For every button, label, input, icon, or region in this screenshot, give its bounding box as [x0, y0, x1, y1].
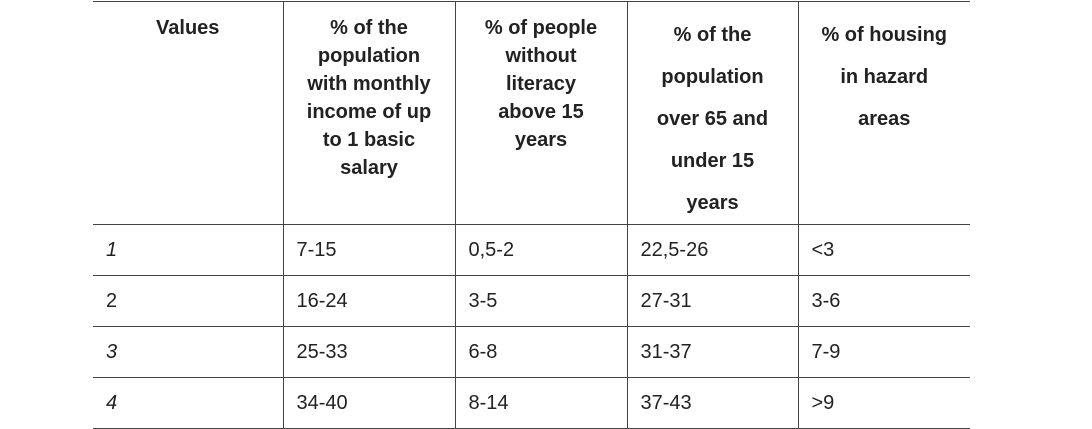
- table-cell: 31-37: [626, 326, 798, 378]
- header-line: % of the: [673, 24, 752, 46]
- table-row: 3 25-33 6-8 31-37 7-9: [93, 326, 970, 378]
- header-line: salary: [340, 157, 398, 179]
- header-line: under 15: [670, 150, 755, 172]
- table-cell: 3-5: [454, 275, 627, 327]
- header-cell: % of people without literacy above 15 years: [454, 1, 627, 225]
- header-line: population: [661, 66, 764, 88]
- header-line: to 1 basic: [322, 129, 416, 151]
- header-cell: Values: [93, 1, 283, 225]
- table-row: 2 16-24 3-5 27-31 3-6: [93, 275, 970, 327]
- header-line: population: [317, 45, 421, 67]
- table-cell: 8-14: [454, 377, 627, 429]
- row-label: 1: [93, 224, 283, 276]
- table-cell: >9: [797, 377, 970, 429]
- table-cell: 0,5-2: [454, 224, 627, 276]
- header-line: with monthly: [307, 73, 431, 95]
- header-line: % of people: [484, 17, 598, 39]
- header-line: above 15: [498, 101, 584, 123]
- header-line: over 65 and: [656, 108, 769, 130]
- row-label: 4: [93, 377, 283, 429]
- table-cell: 25-33: [282, 326, 455, 378]
- row-label: 3: [93, 326, 283, 378]
- header-cell: % of the population with monthly income of …: [282, 1, 455, 225]
- header-line: areas: [858, 108, 911, 130]
- table-row: 1 7-15 0,5-2 22,5-26 <3: [93, 224, 970, 276]
- table-cell: 6-8: [454, 326, 627, 378]
- header-line: literacy: [505, 73, 577, 95]
- table-cell: 27-31: [626, 275, 798, 327]
- table-cell: 34-40: [282, 377, 455, 429]
- header-line: % of the: [330, 17, 408, 39]
- header-line: income of up: [306, 101, 432, 123]
- header-line: without: [505, 45, 577, 67]
- table-row: 4 34-40 8-14 37-43 >9: [93, 377, 970, 429]
- header-line: % of housing: [821, 24, 948, 46]
- table-cell: 3-6: [797, 275, 970, 327]
- header-line: years: [514, 129, 568, 151]
- header-row: Values % of the population with monthly inco…: [93, 1, 970, 225]
- data-table: Values % of the population with monthly inco…: [93, 1, 970, 429]
- header-line: years: [686, 192, 739, 214]
- table-cell: 22,5-26: [626, 224, 798, 276]
- header-line: Values: [156, 17, 220, 39]
- table-cell: 37-43: [626, 377, 798, 429]
- table-body: 1 7-15 0,5-2 22,5-26 <3 2 16-24 3-5 27-31 3-6 3 25-…: [93, 224, 970, 429]
- header-line: in hazard: [840, 66, 929, 88]
- table-cell: 16-24: [282, 275, 455, 327]
- table-cell: <3: [797, 224, 970, 276]
- table-cell: 7-9: [797, 326, 970, 378]
- table-cell: 7-15: [282, 224, 455, 276]
- header-cell: % of the population over 65 and under 15 yea…: [626, 1, 798, 225]
- header-cell: % of housing in hazard areas: [797, 1, 970, 225]
- row-label: 2: [93, 275, 283, 327]
